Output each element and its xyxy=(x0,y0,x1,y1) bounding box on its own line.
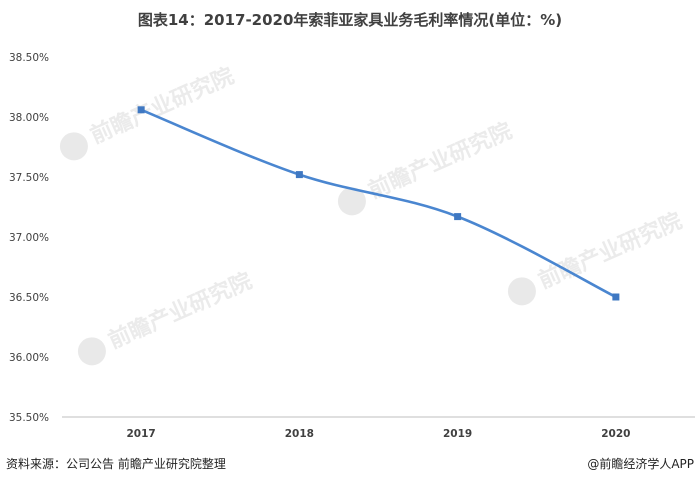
y-tick-label: 37.00% xyxy=(9,232,49,244)
line-chart: 35.50% 36.00% 36.50% 37.00% 37.50% 38.00% 38.5… xyxy=(9,52,695,440)
y-tick-label: 37.50% xyxy=(9,172,49,184)
x-tick-label: 2017 xyxy=(127,428,156,440)
series-line xyxy=(140,108,617,299)
y-tick-label: 35.50% xyxy=(9,412,49,424)
data-point-marker xyxy=(137,106,145,114)
chart-title: 图表14：2017-2020年索菲亚家具业务毛利率情况(单位：%) xyxy=(137,11,563,29)
x-tick-label: 2019 xyxy=(443,428,472,440)
x-tick-label: 2020 xyxy=(601,428,630,440)
y-tick-label: 36.50% xyxy=(9,292,49,304)
data-point-marker xyxy=(612,293,620,301)
brand-credit: @前瞻经济学人APP xyxy=(587,457,694,471)
data-point-marker xyxy=(454,213,462,221)
x-tick-label: 2018 xyxy=(285,428,314,440)
footer: 资料来源：公司公告 前瞻产业研究院整理 @前瞻经济学人APP xyxy=(6,455,694,475)
source-note: 资料来源：公司公告 前瞻产业研究院整理 xyxy=(6,457,226,471)
y-tick-label: 38.50% xyxy=(9,52,49,64)
y-tick-label: 36.00% xyxy=(9,352,49,364)
data-point-marker xyxy=(295,171,303,179)
y-tick-label: 38.00% xyxy=(9,112,49,124)
